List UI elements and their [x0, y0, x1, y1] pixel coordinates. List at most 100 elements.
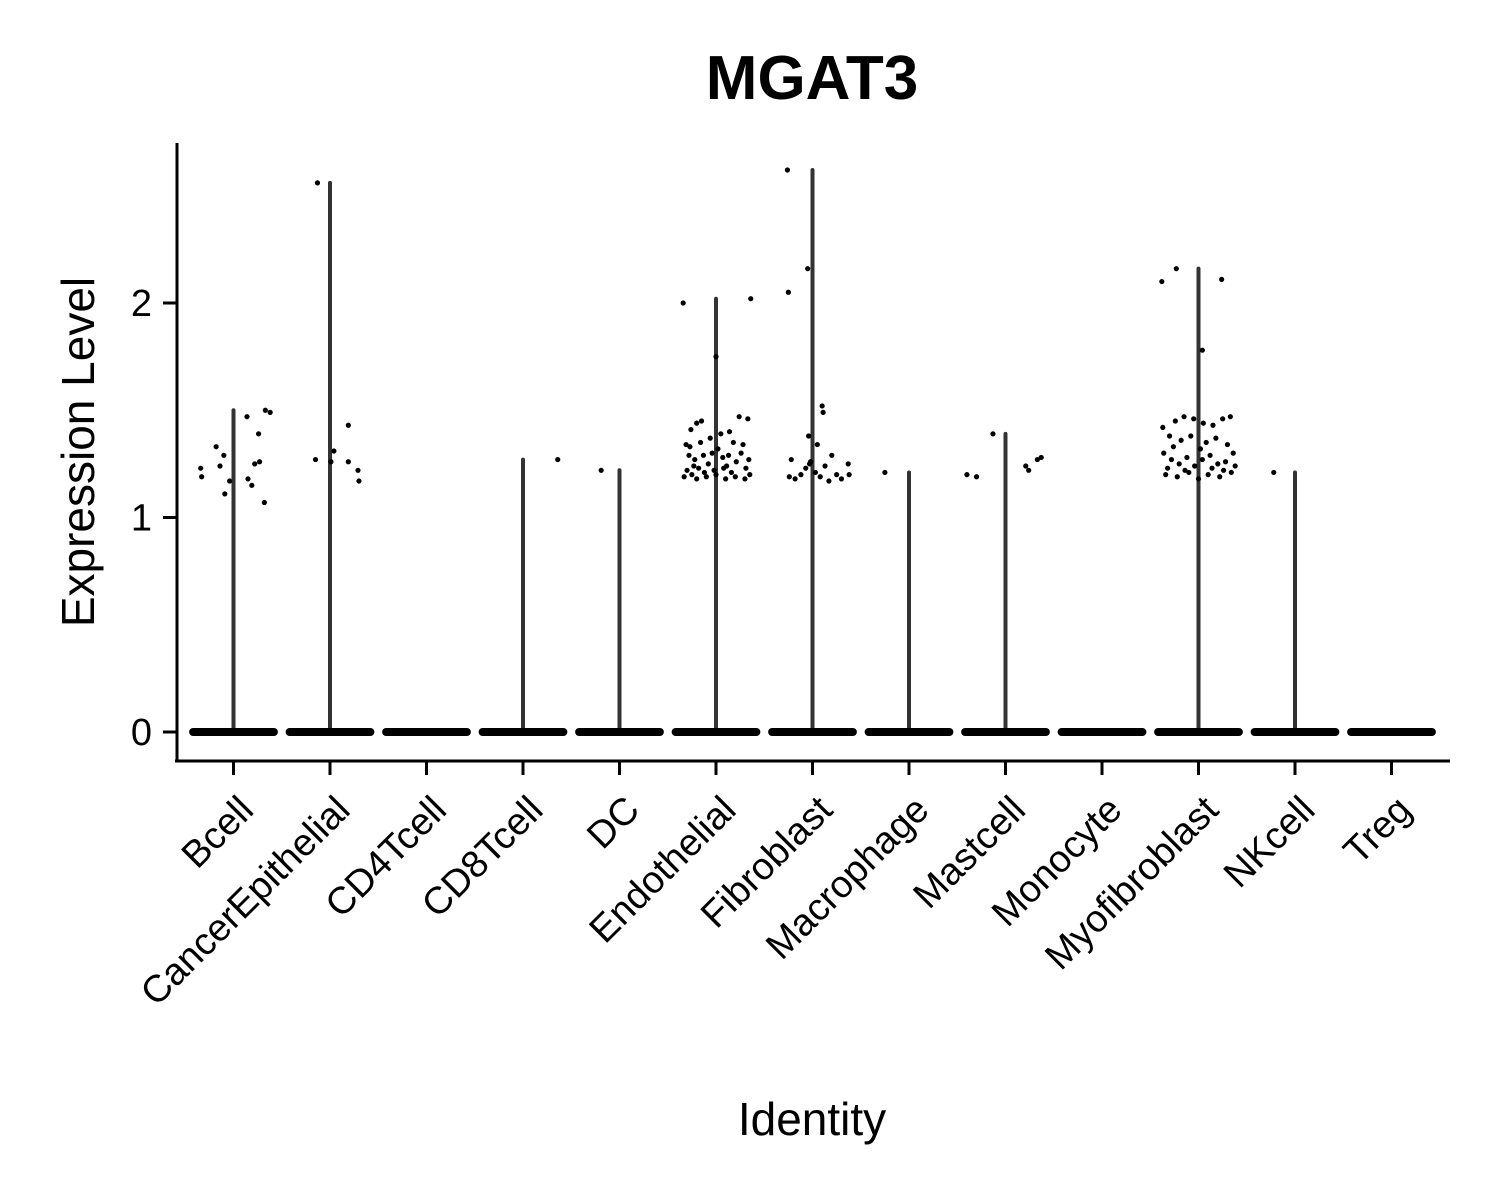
- x-tick-label-DC: DC: [579, 789, 648, 858]
- point-Endothelial-44: [700, 452, 707, 458]
- point-Endothelial-24: [745, 416, 751, 422]
- point-Bcell-4: [221, 452, 227, 458]
- point-CancerEpithelial-0: [314, 180, 321, 186]
- point-Myofibroblast-37: [1165, 465, 1171, 471]
- point-Endothelial-40: [721, 465, 727, 471]
- point-Fibroblast-9: [792, 476, 798, 482]
- point-Macrophage-0: [882, 469, 888, 476]
- point-Fibroblast-18: [834, 472, 840, 478]
- point-Fibroblast-7: [788, 456, 794, 463]
- zero-band-Mastcell: [961, 728, 1050, 736]
- point-Endothelial-12: [701, 469, 708, 476]
- point-Myofibroblast-27: [1205, 472, 1211, 478]
- point-Endothelial-9: [684, 467, 690, 473]
- point-Endothelial-34: [742, 476, 748, 482]
- point-Bcell-15: [267, 409, 273, 415]
- point-Myofibroblast-13: [1161, 450, 1167, 456]
- point-Bcell-3: [217, 463, 223, 469]
- point-Mastcell-3: [1023, 463, 1029, 469]
- point-Myofibroblast-14: [1168, 456, 1175, 463]
- point-Fibroblast-19: [838, 476, 845, 482]
- point-Endothelial-37: [730, 439, 736, 446]
- point-Myofibroblast-29: [1228, 469, 1234, 476]
- point-Myofibroblast-32: [1203, 439, 1209, 446]
- point-Endothelial-22: [747, 472, 753, 478]
- point-Myofibroblast-9: [1200, 420, 1206, 426]
- point-Bcell-2: [213, 444, 219, 450]
- points-layer: [198, 167, 1277, 506]
- point-Endothelial-4: [688, 426, 694, 433]
- point-Endothelial-10: [689, 472, 695, 478]
- point-Fibroblast-3: [819, 403, 825, 409]
- point-Endothelial-32: [723, 476, 729, 482]
- point-CancerEpithelial-7: [356, 478, 362, 484]
- point-Fibroblast-8: [786, 474, 792, 480]
- point-Myofibroblast-26: [1195, 476, 1202, 482]
- zero-band-NKcell: [1250, 728, 1340, 736]
- point-Mastcell-6: [1034, 456, 1040, 463]
- point-Mastcell-1: [973, 474, 980, 480]
- point-Fibroblast-0: [784, 167, 791, 173]
- x-tick-label-Bcell: Bcell: [174, 789, 262, 877]
- point-Bcell-11: [255, 431, 262, 437]
- point-Endothelial-16: [720, 454, 726, 461]
- point-Endothelial-15: [715, 446, 721, 452]
- point-Myofibroblast-15: [1176, 461, 1182, 467]
- point-CD8Tcell-0: [555, 456, 561, 463]
- x-tick-label-Myofibroblast: Myofibroblast: [1037, 788, 1227, 978]
- point-Myofibroblast-11: [1220, 416, 1226, 422]
- point-Myofibroblast-4: [1160, 424, 1166, 431]
- point-Bcell-14: [262, 407, 268, 413]
- y-tick-label-1: 1: [131, 498, 152, 540]
- x-axis-title: Identity: [738, 1093, 886, 1145]
- point-Bcell-1: [199, 474, 205, 480]
- point-CancerEpithelial-5: [345, 459, 351, 465]
- point-Bcell-7: [244, 414, 250, 420]
- point-Endothelial-21: [743, 465, 749, 471]
- point-Fibroblast-6: [814, 441, 820, 448]
- point-Bcell-0: [198, 465, 204, 471]
- point-Mastcell-4: [1026, 467, 1032, 473]
- point-Myofibroblast-2: [1219, 276, 1225, 283]
- point-Bcell-5: [222, 491, 228, 497]
- point-Endothelial-38: [740, 441, 746, 448]
- point-Fibroblast-22: [807, 461, 813, 467]
- point-Myofibroblast-25: [1186, 469, 1192, 476]
- point-Mastcell-2: [990, 431, 996, 437]
- point-Bcell-6: [227, 478, 233, 484]
- point-Myofibroblast-0: [1159, 278, 1165, 285]
- y-tick-label-0: 0: [131, 712, 152, 754]
- zero-band-Fibroblast: [768, 728, 857, 736]
- point-Myofibroblast-33: [1213, 435, 1219, 441]
- point-Myofibroblast-39: [1182, 467, 1188, 473]
- point-CancerEpithelial-2: [328, 459, 334, 465]
- point-Bcell-9: [249, 482, 255, 488]
- baseline-layer: [189, 728, 1436, 736]
- violins-layer: [231, 168, 1297, 734]
- point-Endothelial-2: [713, 354, 719, 360]
- point-Myofibroblast-12: [1227, 414, 1233, 420]
- point-Endothelial-8: [692, 456, 698, 463]
- point-Myofibroblast-30: [1178, 437, 1184, 443]
- point-Myofibroblast-20: [1215, 461, 1221, 467]
- point-Endothelial-23: [736, 414, 742, 420]
- point-Mastcell-0: [964, 472, 970, 478]
- zero-band-Bcell: [189, 728, 278, 736]
- y-ticks: 0 1 2: [131, 283, 177, 754]
- point-Fibroblast-20: [845, 461, 851, 467]
- point-Myofibroblast-8: [1191, 416, 1197, 422]
- point-CancerEpithelial-3: [331, 448, 337, 454]
- point-CancerEpithelial-4: [345, 422, 351, 428]
- point-Endothelial-27: [718, 431, 724, 437]
- point-Myofibroblast-21: [1222, 459, 1229, 465]
- point-Myofibroblast-6: [1172, 418, 1178, 424]
- x-tick-label-NKcell: NKcell: [1216, 789, 1323, 896]
- point-CancerEpithelial-1: [312, 456, 319, 463]
- point-Endothelial-29: [694, 476, 700, 482]
- point-Endothelial-3: [683, 441, 689, 448]
- point-NKcell-0: [1271, 469, 1277, 476]
- point-Endothelial-36: [697, 439, 704, 446]
- point-Endothelial-43: [746, 456, 752, 463]
- point-Myofibroblast-10: [1210, 422, 1216, 428]
